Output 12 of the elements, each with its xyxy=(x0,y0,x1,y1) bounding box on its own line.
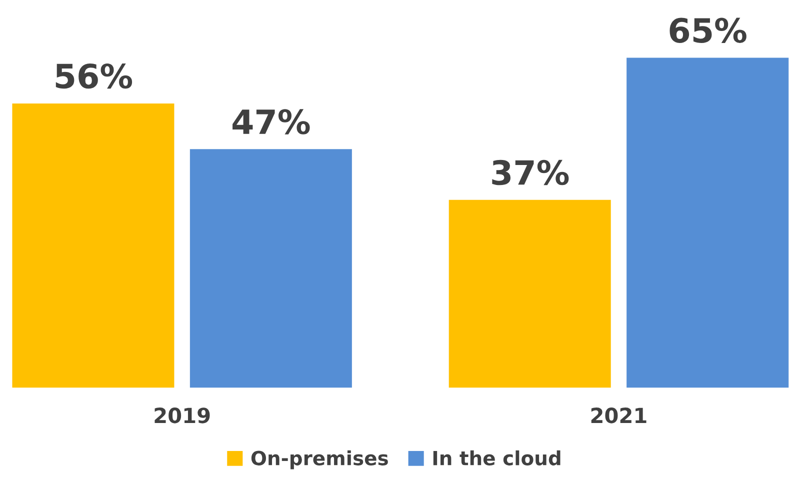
bar xyxy=(12,103,174,388)
data-label: 65% xyxy=(670,18,746,43)
legend-label: On-premises xyxy=(251,450,388,470)
bar xyxy=(190,149,352,388)
legend-label: In the cloud xyxy=(433,450,560,466)
data-label: 47% xyxy=(232,109,310,134)
x-tick-label: 2019 xyxy=(154,408,210,424)
data-label: 37% xyxy=(492,160,569,186)
x-tick-label: 2021 xyxy=(591,408,646,424)
bar xyxy=(448,200,611,388)
data-label: 56% xyxy=(56,63,132,89)
bar xyxy=(626,58,789,388)
